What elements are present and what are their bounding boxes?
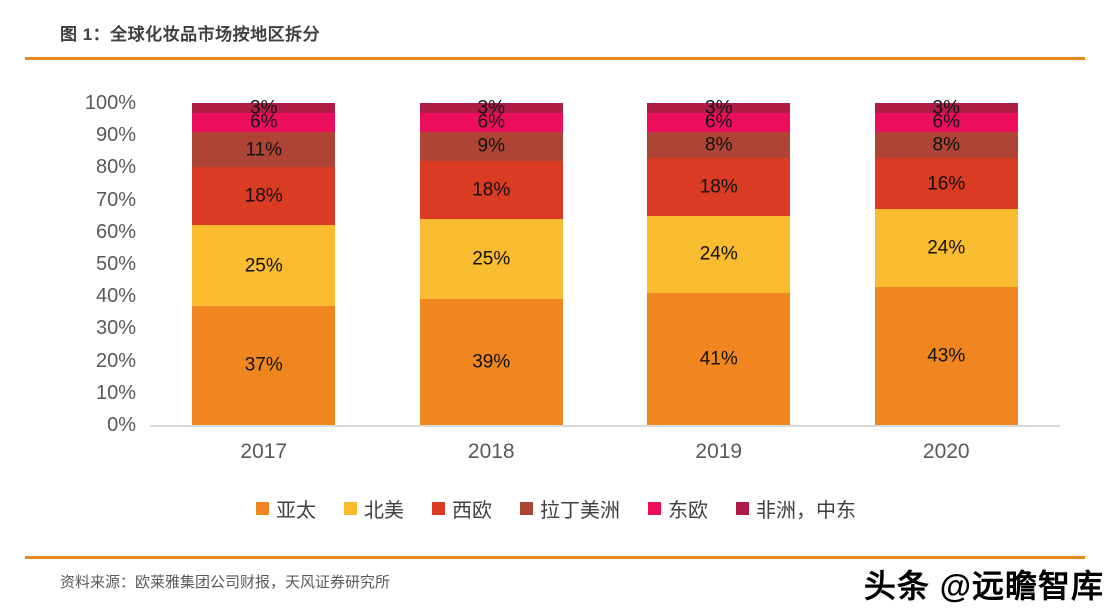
bar-segment-东欧: 6% — [419, 111, 563, 133]
legend-swatch — [736, 502, 749, 515]
source-note: 资料来源：欧莱雅集团公司财报，天风证券研究所 — [60, 574, 391, 591]
segment-value-label: 24% — [699, 243, 738, 265]
y-tick-label: 0% — [107, 414, 136, 436]
bar-segment-北美: 25% — [192, 225, 336, 306]
stacked-bar-2019: 41% 24% 18% 8% 6% 3% — [647, 98, 791, 425]
bar-group-2020: 43% 24% 16% 8% 6% 3% — [833, 98, 1061, 425]
bar-segment-西欧: 18% — [419, 160, 563, 219]
y-tick-label: 90% — [95, 124, 136, 147]
y-tick-label: 30% — [95, 317, 136, 340]
segment-value-label: 41% — [699, 348, 738, 370]
segment-value-label: 18% — [472, 179, 511, 201]
bar-segment-亚太: 43% — [874, 286, 1018, 425]
title-divider — [25, 57, 1085, 60]
bar-segment-东欧: 6% — [647, 111, 791, 133]
bar-segment-非洲，中东: 3% — [419, 98, 563, 117]
bar-segment-拉丁美洲: 9% — [419, 132, 563, 161]
segment-value-label: 25% — [244, 255, 283, 277]
x-tick-label: 2019 — [695, 440, 743, 463]
bar-segment-亚太: 41% — [647, 292, 791, 425]
bar-segment-东欧: 6% — [192, 111, 336, 133]
bar-group-2017: 37% 25% 18% 11% 6% 3% — [150, 98, 378, 425]
segment-value-label: 16% — [927, 173, 966, 195]
bar-segment-东欧: 6% — [874, 111, 1018, 133]
x-axis: 2017 2018 2019 2020 — [150, 440, 1060, 464]
legend-label: 北美 — [364, 500, 404, 522]
legend-label: 亚太 — [276, 500, 316, 522]
bar-segment-非洲，中东: 3% — [192, 98, 336, 117]
legend-label: 西欧 — [452, 500, 492, 522]
bar-segment-北美: 25% — [419, 218, 563, 300]
legend-item-亚太: 亚太 — [256, 494, 316, 523]
stacked-bar-2020: 43% 24% 16% 8% 6% 3% — [874, 98, 1018, 425]
watermark: 头条 @远瞻智库 — [863, 568, 1104, 604]
segment-value-label: 6% — [250, 111, 278, 133]
bar-segment-拉丁美洲: 11% — [192, 132, 336, 168]
chart-legend: 亚太 北美 西欧 拉丁美洲 东欧 非洲，中东 — [0, 494, 1112, 523]
bar-segment-拉丁美洲: 8% — [874, 132, 1018, 158]
x-tick-label: 2017 — [240, 440, 288, 463]
segment-value-label: 18% — [244, 185, 283, 207]
bar-segment-亚太: 37% — [192, 305, 336, 425]
bar-group-2019: 41% 24% 18% 8% 6% 3% — [605, 98, 833, 425]
legend-swatch — [432, 502, 445, 515]
stacked-bar-2018: 39% 25% 18% 9% 6% 3% — [419, 98, 563, 425]
bar-segment-西欧: 18% — [192, 167, 336, 226]
y-tick-label: 10% — [95, 381, 136, 404]
segment-value-label: 11% — [245, 139, 283, 161]
legend-item-西欧: 西欧 — [432, 494, 492, 523]
legend-label: 非洲，中东 — [756, 500, 856, 522]
segment-value-label: 24% — [927, 237, 966, 259]
segment-value-label: 6% — [477, 111, 505, 133]
segment-value-label: 39% — [472, 351, 511, 373]
segment-value-label: 6% — [705, 111, 733, 133]
y-tick-label: 70% — [95, 188, 136, 211]
y-tick-label: 80% — [95, 156, 136, 179]
segment-value-label: 43% — [927, 345, 966, 367]
segment-value-label: 8% — [705, 134, 733, 156]
legend-item-非洲，中东: 非洲，中东 — [736, 494, 856, 523]
y-tick-label: 60% — [95, 220, 136, 243]
bar-segment-非洲，中东: 3% — [647, 98, 791, 117]
y-axis: 0% 10% 20% 30% 40% 50% 60% 70% 80% 90% 100% — [0, 93, 142, 435]
legend-swatch — [344, 502, 357, 515]
bar-group-2018: 39% 25% 18% 9% 6% 3% — [378, 98, 606, 425]
segment-value-label: 37% — [244, 354, 283, 376]
figure-title: 图 1：全球化妆品市场按地区拆分 — [60, 25, 321, 44]
y-tick-label: 50% — [95, 253, 136, 275]
legend-swatch — [648, 502, 661, 515]
bar-segment-非洲，中东: 3% — [874, 98, 1018, 117]
footer-divider — [25, 556, 1085, 559]
bar-segment-西欧: 16% — [874, 157, 1018, 210]
legend-item-东欧: 东欧 — [648, 494, 708, 523]
legend-swatch — [520, 502, 533, 515]
segment-value-label: 8% — [932, 134, 960, 156]
segment-value-label: 9% — [477, 135, 505, 157]
segment-value-label: 25% — [472, 248, 511, 270]
y-tick-label: 40% — [95, 285, 136, 308]
segment-value-label: 6% — [932, 111, 960, 133]
x-tick-label: 2020 — [922, 440, 970, 463]
y-tick-label: 100% — [84, 92, 136, 114]
bar-segment-北美: 24% — [647, 215, 791, 293]
bar-segment-拉丁美洲: 8% — [647, 132, 791, 158]
segment-value-label: 18% — [699, 176, 738, 198]
legend-label: 拉丁美洲 — [540, 500, 620, 522]
legend-item-北美: 北美 — [344, 494, 404, 523]
legend-label: 东欧 — [668, 500, 708, 522]
legend-item-拉丁美洲: 拉丁美洲 — [520, 494, 620, 523]
plot-area: 37% 25% 18% 11% 6% 3% 39% 25% 18% 9% 6% 3% 41% 24% 18%… — [150, 98, 1061, 427]
x-tick-label: 2018 — [467, 440, 515, 463]
bar-segment-西欧: 18% — [647, 157, 791, 216]
stacked-bar-2017: 37% 25% 18% 11% 6% 3% — [192, 98, 336, 425]
bar-segment-北美: 24% — [874, 209, 1018, 287]
bar-segment-亚太: 39% — [419, 299, 563, 425]
y-tick-label: 20% — [95, 349, 136, 372]
legend-swatch — [256, 502, 269, 515]
